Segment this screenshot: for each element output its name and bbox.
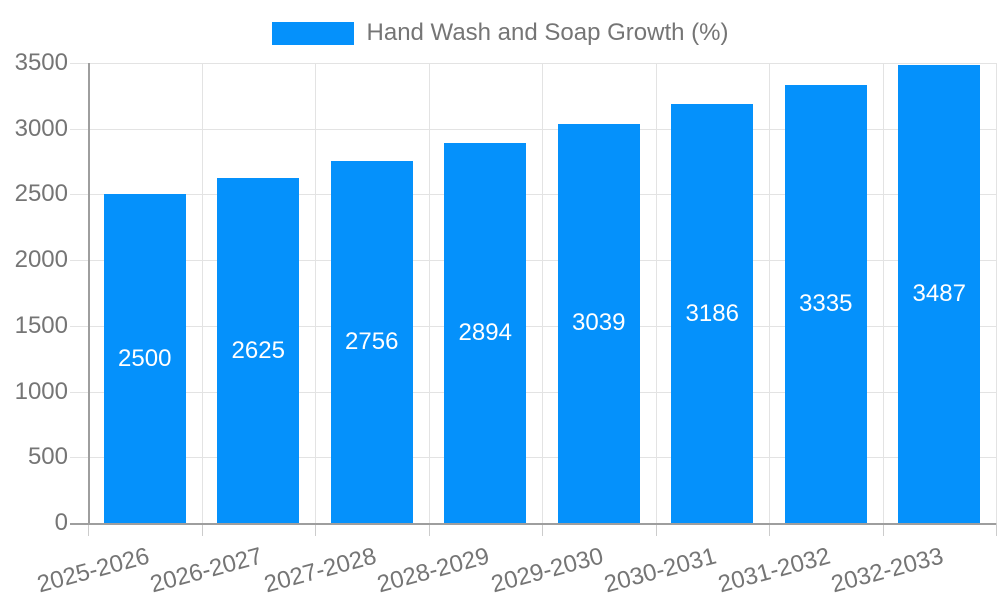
x-tick [882, 523, 884, 536]
bar[interactable] [898, 64, 981, 523]
y-tick [70, 260, 88, 262]
y-axis-label: 1000 [14, 377, 68, 405]
y-axis-label: 3000 [14, 114, 68, 142]
bar-value-label: 3335 [799, 289, 853, 317]
y-tick [70, 457, 88, 459]
x-axis-label: 2032-2033 [828, 542, 947, 599]
bar[interactable] [557, 123, 640, 523]
bar[interactable] [784, 84, 867, 523]
bar[interactable] [217, 178, 300, 523]
y-tick [70, 128, 88, 130]
legend-label: Hand Wash and Soap Growth (%) [366, 19, 729, 46]
bar[interactable] [671, 104, 754, 523]
y-axis-label: 500 [27, 443, 68, 471]
bar[interactable] [330, 160, 413, 523]
y-axis-label: 1500 [14, 311, 68, 339]
gridline-x [315, 63, 316, 523]
y-tick [70, 325, 88, 327]
gridline-x [882, 63, 884, 523]
gridline-x [996, 63, 997, 523]
x-axis-label: 2030-2031 [601, 542, 720, 599]
gridline-x [655, 63, 657, 523]
y-axis-label: 0 [54, 509, 68, 536]
x-axis-label: 2025-2026 [34, 542, 153, 599]
x-tick [315, 523, 316, 536]
legend: Hand Wash and Soap Growth (%) [0, 20, 1000, 46]
y-axis-line [88, 63, 90, 523]
x-tick [655, 523, 657, 536]
x-axis-label: 2028-2029 [374, 542, 493, 599]
bar-value-label: 2756 [345, 327, 399, 355]
x-tick [996, 523, 997, 536]
legend-swatch [271, 21, 354, 45]
bar-value-label: 3039 [572, 309, 626, 337]
x-tick [88, 523, 89, 536]
x-tick [542, 523, 543, 536]
y-tick [70, 63, 88, 64]
x-axis-label: 2031-2032 [715, 542, 834, 599]
y-tick [70, 391, 88, 393]
y-axis-label: 3500 [14, 49, 68, 76]
bar[interactable] [103, 194, 186, 523]
bar-value-label: 2894 [458, 318, 512, 346]
x-axis-line [70, 523, 996, 525]
x-axis-label: 2027-2028 [261, 542, 380, 599]
gridline-x [428, 63, 430, 523]
x-axis-label: 2029-2030 [488, 542, 607, 599]
x-tick [201, 523, 203, 536]
x-axis-label: 2026-2027 [147, 542, 266, 599]
gridline-x [769, 63, 770, 523]
x-tick [428, 523, 430, 536]
bar-value-label: 3186 [685, 299, 739, 327]
bar[interactable] [444, 142, 527, 523]
y-axis-label: 2500 [14, 180, 68, 208]
y-tick [70, 194, 88, 196]
y-axis-label: 2000 [14, 246, 68, 274]
bar-value-label: 2500 [118, 344, 172, 372]
x-tick [769, 523, 770, 536]
gridline-x [542, 63, 543, 523]
bar-value-label: 3487 [912, 279, 966, 307]
gridline-x [201, 63, 203, 523]
bar-value-label: 2625 [231, 336, 285, 364]
